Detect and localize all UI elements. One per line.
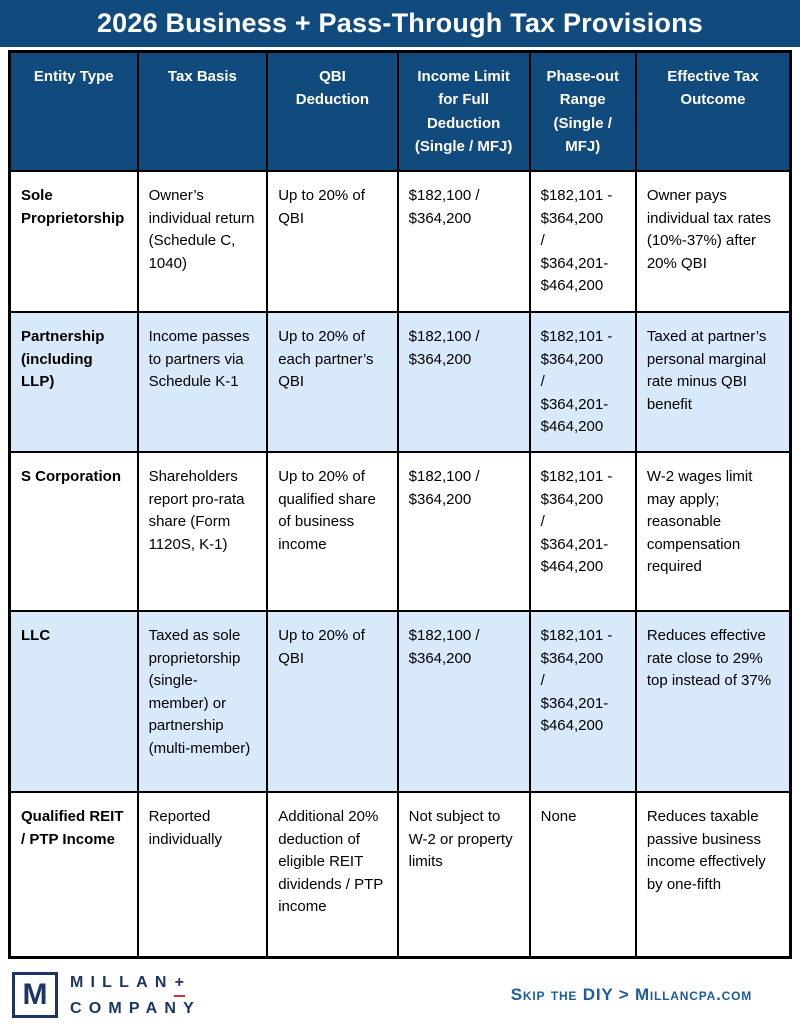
cell-income-limit: $182,100 / $364,200: [396, 311, 531, 453]
tax-provisions-table: Entity Type Tax Basis QBI Deduction Inco…: [8, 50, 792, 959]
cell-income-limit: $182,100 / $364,200: [396, 170, 531, 313]
header-row: Entity Type Tax Basis QBI Deduction Inco…: [8, 50, 792, 172]
cell-tax-basis: Reported individually: [136, 791, 269, 958]
cell-tax-basis: Income passes to partners via Schedule K…: [136, 311, 269, 453]
column-header-phase-out-range: Phase-out Range (Single / MFJ): [528, 50, 637, 172]
footer: M MILLAN+ COMPANY Skip the DIY > Millanc…: [0, 959, 800, 1036]
cell-entity-type: Sole Proprietorship: [8, 170, 139, 313]
logo-monogram-letter: M: [22, 978, 48, 1012]
column-header-effective-tax-outcome: Effective Tax Outcome: [634, 50, 792, 172]
column-header-income-limit: Income Limit for Full Deduction (Single …: [396, 50, 531, 172]
cell-phase-out: $182,101 - $364,200 / $364,201- $464,200: [528, 311, 637, 453]
cell-phase-out: $182,101 - $364,200 / $364,201- $464,200: [528, 451, 637, 612]
cell-income-limit: Not subject to W-2 or property limits: [396, 791, 531, 958]
cell-qbi-deduction: Up to 20% of QBI: [266, 610, 399, 793]
cell-income-limit: $182,100 / $364,200: [396, 451, 531, 612]
cell-tax-basis: Owner’s individual return (Schedule C, 1…: [136, 170, 269, 313]
cell-qbi-deduction: Additional 20% deduction of eligible REI…: [266, 791, 399, 958]
table-row-partnership: Partnership (including LLP) Income passe…: [8, 311, 792, 453]
tax-table-container: Entity Type Tax Basis QBI Deduction Inco…: [0, 47, 800, 959]
logo-wordmark: MILLAN+ COMPANY: [70, 971, 201, 1020]
cell-outcome: Reduces taxable passive business income …: [634, 791, 792, 958]
logo-millan-text: MILLAN: [70, 973, 174, 991]
cell-qbi-deduction: Up to 20% of each partner’s QBI: [266, 311, 399, 453]
logo-line2: COMPANY: [70, 999, 201, 1017]
cell-tax-basis: Taxed as sole proprietorship (single-mem…: [136, 610, 269, 793]
cell-entity-type: LLC: [8, 610, 139, 793]
column-header-tax-basis: Tax Basis: [136, 50, 269, 172]
millan-company-logo: M MILLAN+ COMPANY: [12, 971, 201, 1020]
table-row-sole-proprietorship: Sole Proprietorship Owner’s individual r…: [8, 170, 792, 313]
cell-outcome: Taxed at partner’s personal marginal rat…: [634, 311, 792, 453]
cell-entity-type: Qualified REIT / PTP Income: [8, 791, 139, 958]
cell-entity-type: Partnership (including LLP): [8, 311, 139, 453]
cell-phase-out: $182,101 - $364,200 / $364,201- $464,200: [528, 610, 637, 793]
table-row-qualified-reit-ptp: Qualified REIT / PTP Income Reported ind…: [8, 791, 792, 958]
column-header-entity-type: Entity Type: [8, 50, 139, 172]
cell-income-limit: $182,100 / $364,200: [396, 610, 531, 793]
cell-outcome: W-2 wages limit may apply; reasonable co…: [634, 451, 792, 612]
cell-outcome: Owner pays individual tax rates (10%-37%…: [634, 170, 792, 313]
tagline: Skip the DIY > Millancpa.com: [510, 985, 752, 1005]
cell-outcome: Reduces effective rate close to 29% top …: [634, 610, 792, 793]
table-row-llc: LLC Taxed as sole proprietorship (single…: [8, 610, 792, 793]
logo-line1: MILLAN+: [70, 971, 201, 997]
table-row-s-corporation: S Corporation Shareholders report pro-ra…: [8, 451, 792, 612]
plus-mark-icon: +: [173, 971, 185, 997]
logo-monogram-icon: M: [12, 972, 58, 1019]
cell-qbi-deduction: Up to 20% of qualified share of business…: [266, 451, 399, 612]
page-title: 2026 Business + Pass-Through Tax Provisi…: [96, 8, 704, 38]
cell-phase-out: $182,101 - $364,200 / $364,201- $464,200: [528, 170, 637, 313]
cell-tax-basis: Shareholders report pro-rata share (Form…: [136, 451, 269, 612]
title-bar: 2026 Business + Pass-Through Tax Provisi…: [0, 0, 800, 47]
cell-entity-type: S Corporation: [8, 451, 139, 612]
cell-phase-out: None: [528, 791, 637, 958]
column-header-qbi-deduction: QBI Deduction: [266, 50, 399, 172]
cell-qbi-deduction: Up to 20% of QBI: [266, 170, 399, 313]
